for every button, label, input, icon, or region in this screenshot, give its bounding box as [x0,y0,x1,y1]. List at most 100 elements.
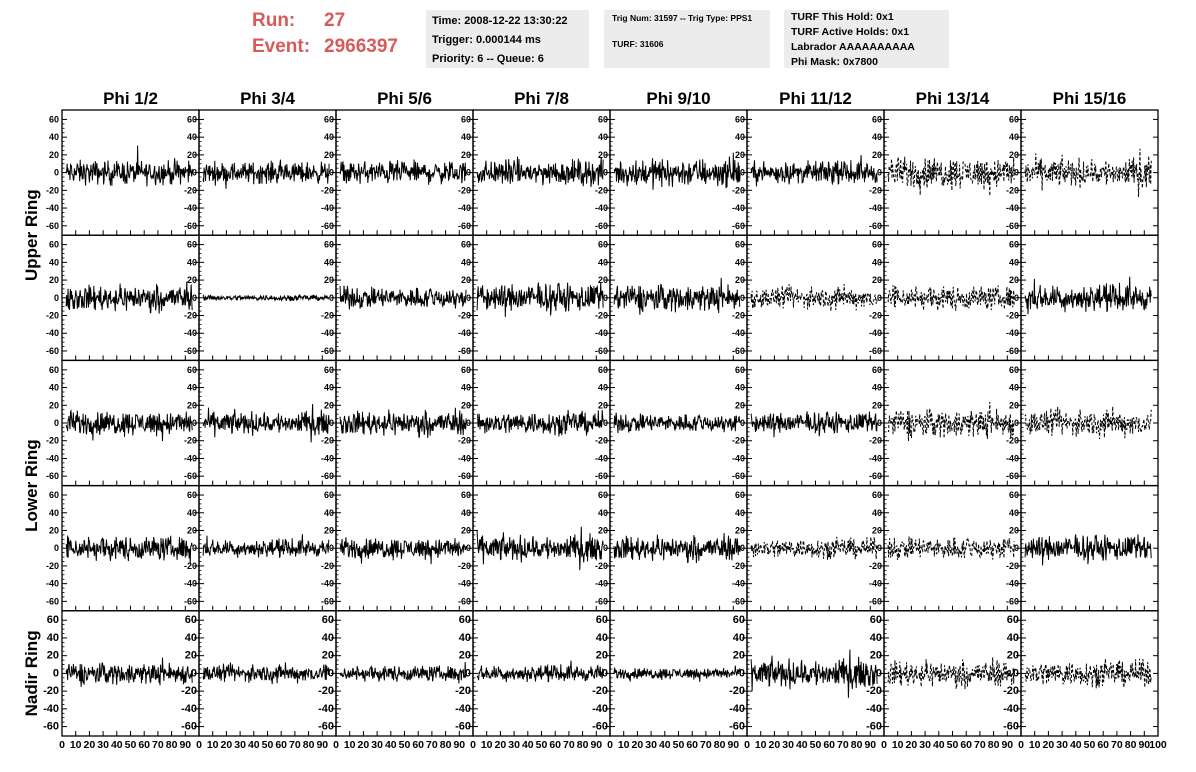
y-tick-label: 0 [876,667,882,679]
y-tick-label: -60 [732,471,745,481]
y-tick-label: 0 [1014,168,1019,178]
x-tick-label: 50 [125,739,137,751]
y-tick-label: 0 [54,293,59,303]
y-tick-label: -60 [321,221,334,231]
y-tick-label: 20 [187,275,197,285]
y-tick-label: -20 [43,685,59,697]
y-tick-label: 0 [54,168,59,178]
y-tick-label: -60 [595,471,608,481]
y-tick-label: -60 [184,221,197,231]
run-row: Run: 27 [252,8,422,34]
y-tick-label: -20 [732,436,745,446]
x-tick-label: 30 [97,739,109,751]
waveform-trace [750,155,878,187]
column-label: Phi 7/8 [514,89,569,108]
y-tick-label: 60 [461,365,471,375]
y-tick-label: -40 [184,328,197,338]
waveform-trace [339,407,467,438]
y-tick-label: -20 [46,436,59,446]
y-tick-label: -60 [732,596,745,606]
y-tick-label: 60 [187,114,197,124]
y-tick-label: 60 [870,614,882,626]
y-tick-label: 40 [872,508,882,518]
x-tick-label: 70 [426,739,438,751]
waveform-trace [65,535,193,564]
x-tick-label: 30 [782,739,794,751]
x-tick-label: 100 [1149,739,1167,751]
y-tick-label: 20 [49,525,59,535]
y-tick-label: 40 [598,257,608,267]
y-tick-label: -60 [458,221,471,231]
y-tick-label: 20 [1007,650,1019,662]
waveform-trace [1024,148,1152,198]
y-tick-label: 0 [192,543,197,553]
y-tick-label: -60 [869,346,882,356]
x-tick-label: 80 [166,739,178,751]
y-tick-label: -40 [184,453,197,463]
y-tick-label: -20 [458,561,471,571]
x-tick-label: 90 [453,739,465,751]
y-tick-label: 0 [1014,418,1019,428]
y-tick-label: -20 [184,561,197,571]
y-tick-label: -20 [595,561,608,571]
waveform-trace [339,537,467,565]
y-tick-label: -60 [458,471,471,481]
y-tick-label: 40 [187,508,197,518]
y-tick-label: 60 [187,365,197,375]
y-tick-label: 20 [598,400,608,410]
waveform-trace [750,411,878,438]
y-tick-label: 60 [598,490,608,500]
y-tick-label: 0 [1014,293,1019,303]
y-tick-label: 0 [192,168,197,178]
y-tick-label: 0 [1013,667,1019,679]
y-tick-label: 40 [461,257,471,267]
x-tick-label: 10 [1029,739,1041,751]
x-tick-label: 50 [536,739,548,751]
y-tick-label: 60 [733,614,745,626]
y-tick-label: 20 [735,275,745,285]
event-row: Event: 2966397 [252,34,422,60]
y-tick-label: -40 [455,703,471,715]
y-tick-label: 60 [324,240,334,250]
waveform-trace [1024,534,1152,566]
y-tick-label: 0 [328,667,334,679]
waveform-trace [887,285,1015,311]
y-tick-label: -40 [1003,703,1019,715]
y-tick-label: 60 [322,614,334,626]
x-tick-label: 90 [179,739,191,751]
y-tick-label: 40 [735,383,745,393]
y-tick-label: 60 [598,240,608,250]
y-tick-label: 60 [49,490,59,500]
x-tick-label: 40 [248,739,260,751]
x-tick-label: 20 [358,739,370,751]
x-tick-label: 90 [727,739,739,751]
y-tick-label: 20 [598,525,608,535]
y-tick-label: -40 [1006,328,1019,338]
y-tick-label: -20 [184,311,197,321]
y-tick-label: -60 [46,346,59,356]
y-tick-label: 60 [598,114,608,124]
y-tick-label: -20 [321,185,334,195]
y-tick-label: -40 [869,203,882,213]
y-tick-label: -40 [318,703,334,715]
y-tick-label: 40 [187,132,197,142]
x-tick-label: 40 [385,739,397,751]
waveform-trace [476,282,604,317]
x-tick-label: 10 [892,739,904,751]
y-tick-label: 40 [187,257,197,267]
y-tick-label: 60 [735,490,745,500]
y-tick-label: -20 [46,561,59,571]
waveform-trace [613,665,741,682]
y-tick-label: 0 [740,418,745,428]
y-tick-label: -20 [321,311,334,321]
y-tick-label: 60 [1009,240,1019,250]
x-tick-label: 80 [851,739,863,751]
y-tick-label: 40 [735,257,745,267]
waveform-trace [613,412,741,434]
y-tick-label: 20 [322,650,334,662]
y-tick-label: 20 [461,400,471,410]
y-tick-label: 20 [49,400,59,410]
y-tick-label: 40 [872,132,882,142]
y-tick-label: -40 [321,579,334,589]
x-tick-label: 20 [84,739,96,751]
